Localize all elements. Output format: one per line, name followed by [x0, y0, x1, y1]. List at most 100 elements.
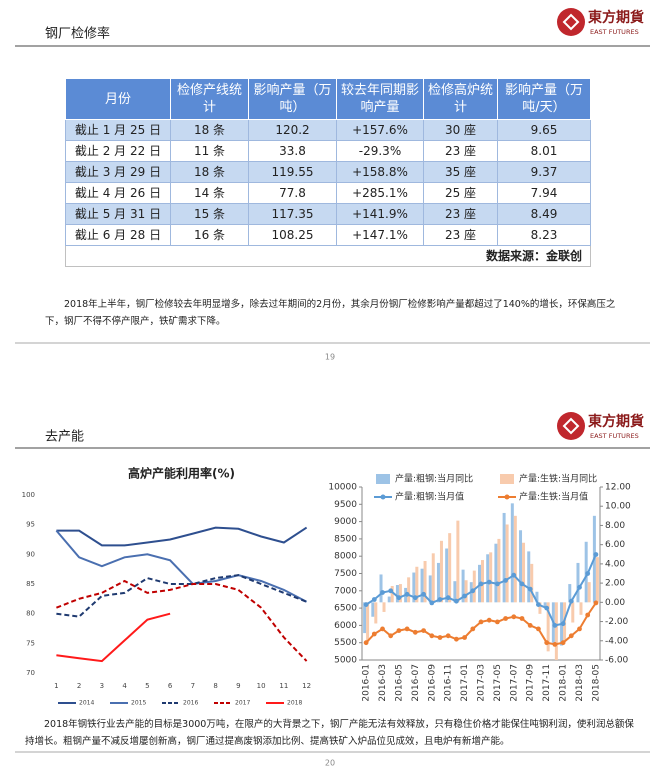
- y-tick-label: 95: [26, 521, 35, 529]
- table-cell: 35 座: [423, 161, 498, 183]
- y-tick-label: 85: [26, 580, 35, 588]
- x-tick-label: 2016-03: [378, 664, 388, 702]
- x-tick-label: 2018-01: [559, 664, 569, 702]
- table-cell: 11 条: [170, 140, 249, 162]
- x-tick-label: 10: [257, 682, 266, 690]
- logo-text: 東方期貨: [588, 9, 644, 26]
- legend-label: 2017: [235, 700, 250, 707]
- table-cell: 23 座: [423, 224, 498, 246]
- x-tick-label: 5: [145, 682, 149, 690]
- y-tick-label: 8500: [334, 534, 357, 544]
- bar: [374, 602, 378, 624]
- legend-label: 产量:粗钢:当月值: [395, 491, 464, 503]
- y-tick-label: 9000: [334, 517, 357, 527]
- table-header-row: 月份 检修产线统计 影响产量（万吨） 较去年同期影响产量 检修高炉统计 影响产量（万吨/天…: [65, 78, 591, 120]
- y2-tick-label: 6.00: [605, 540, 625, 550]
- bar: [576, 562, 580, 603]
- y-tick-label: 8000: [334, 552, 357, 562]
- table-row: 截止 4 月 26 日 14 条 77.8 +285.1% 25 座 7.94: [65, 182, 591, 204]
- legend-label: 2016: [183, 700, 198, 707]
- y-tick-label: 10000: [328, 483, 357, 493]
- table-cell: 23 座: [423, 140, 498, 162]
- y-tick-label: 80: [26, 610, 35, 618]
- x-tick-label: 12: [302, 682, 311, 690]
- bar: [502, 512, 506, 603]
- y2-tick-label: 4.00: [605, 559, 625, 569]
- table-cell: 108.25: [248, 224, 337, 246]
- y2-tick-label: -4.00: [605, 636, 629, 646]
- y2-tick-label: 10.00: [605, 502, 631, 512]
- y-tick-label: 7500: [334, 569, 357, 579]
- legend-label: 2015: [131, 700, 146, 707]
- y-tick-label: 6000: [334, 621, 357, 631]
- bar: [363, 602, 367, 634]
- y-tick-label: 5500: [334, 638, 357, 648]
- page-number: 20: [325, 759, 335, 768]
- paragraph: 2018年上半年，钢厂检修较去年明显增多，除去过年期间的2月份，其余月份钢厂检修…: [45, 299, 616, 327]
- x-tick-label: 2017-11: [542, 664, 552, 702]
- x-tick-label: 2016-07: [411, 664, 421, 702]
- table-cell: 77.8: [248, 182, 337, 204]
- legend-label: 产量:生铁:当月同比: [519, 473, 597, 485]
- bar: [497, 538, 501, 603]
- legend-label: 2014: [79, 700, 94, 707]
- y2-tick-label: -6.00: [605, 656, 629, 666]
- bar: [387, 596, 391, 603]
- line: [56, 612, 171, 663]
- logo-emblem: [562, 13, 580, 31]
- bar: [456, 520, 460, 603]
- bar: [445, 548, 449, 603]
- bar: [489, 552, 493, 603]
- bar: [595, 557, 599, 603]
- x-tick-label: 2017-03: [477, 664, 487, 702]
- legend-swatch: [380, 494, 386, 500]
- bar: [472, 570, 476, 603]
- y2-tick-label: 8.00: [605, 521, 625, 531]
- bar: [527, 551, 531, 603]
- table-cell: 截止 4 月 26 日: [65, 182, 171, 204]
- line: [56, 526, 308, 547]
- page-title: 去产能: [45, 430, 84, 445]
- table-wrap: 月份 检修产线统计 影响产量（万吨） 较去年同期影响产量 检修高炉统计 影响产量（万吨/天…: [65, 78, 591, 267]
- logo: 東方期貨 EAST FUTURES: [557, 412, 644, 440]
- table-cell: 7.94: [497, 182, 591, 204]
- bar: [486, 554, 490, 603]
- bar: [379, 574, 383, 603]
- bar: [366, 602, 370, 642]
- table-cell: 8.49: [497, 203, 591, 225]
- table-cell: +158.8%: [336, 161, 424, 183]
- table-cell: 30 座: [423, 119, 498, 141]
- legend-swatch: [376, 474, 390, 484]
- table-cell: 截止 3 月 29 日: [65, 161, 171, 183]
- table-cell: 截止 6 月 28 日: [65, 224, 171, 246]
- table-row: 截止 5 月 31 日 15 条 117.35 +141.9% 23 座 8.49: [65, 203, 591, 225]
- bar: [494, 543, 498, 603]
- x-tick-label: 2016-05: [394, 664, 404, 702]
- x-tick-label: 2016-01: [362, 664, 372, 702]
- table-cell: 9.37: [497, 161, 591, 183]
- y-tick-label: 7000: [334, 586, 357, 596]
- y2-tick-label: 12.00: [605, 483, 631, 493]
- table-cell: 119.55: [248, 161, 337, 183]
- table-cell: 15 条: [170, 203, 249, 225]
- bar: [513, 515, 517, 603]
- x-tick-label: 2: [77, 682, 81, 690]
- y-tick-label: 100: [22, 491, 35, 499]
- logo-emblem: [557, 412, 585, 440]
- bar: [382, 602, 386, 612]
- x-tick-label: 6: [168, 682, 173, 690]
- y-tick-label: 9500: [334, 500, 357, 510]
- bar: [587, 582, 591, 603]
- table-header-cell: 检修产线统计: [170, 78, 249, 120]
- bar: [431, 553, 435, 603]
- line: [363, 600, 599, 647]
- bar: [510, 503, 514, 603]
- bar: [522, 542, 526, 603]
- table-source-row: 数据来源：金联创: [65, 245, 591, 267]
- table-row: 截止 1 月 25 日 18 条 120.2 +157.6% 30 座 9.65: [65, 119, 591, 141]
- bar: [481, 560, 484, 603]
- bar: [554, 602, 558, 660]
- legend-swatch: [500, 474, 514, 484]
- x-tick-label: 4: [122, 682, 127, 690]
- bar: [579, 602, 583, 615]
